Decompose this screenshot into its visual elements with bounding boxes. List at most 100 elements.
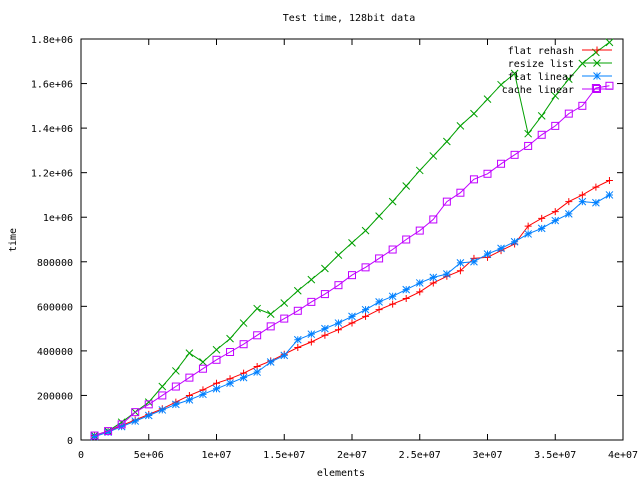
data-point — [578, 59, 587, 68]
data-point — [280, 314, 289, 323]
data-point — [578, 101, 587, 110]
data-point — [361, 305, 370, 314]
data-point — [388, 292, 397, 301]
data-point — [483, 169, 492, 178]
data-point — [185, 396, 194, 404]
data-point — [564, 210, 573, 218]
data-point — [144, 398, 153, 406]
legend: flat rehash resize list flat linear cache l… — [502, 46, 612, 96]
data-point — [483, 95, 492, 104]
data-point — [348, 312, 356, 321]
data-point — [388, 197, 397, 206]
y-tick-label: 800000 — [37, 258, 73, 269]
data-point — [402, 295, 410, 303]
y-tick-label: 1.8e+06 — [31, 35, 73, 46]
data-point — [551, 208, 559, 216]
legend-label: flat rehash — [508, 46, 574, 57]
data-point — [294, 344, 302, 352]
y-tick-label: 1.6e+06 — [31, 80, 73, 91]
data-point — [199, 358, 207, 366]
legend-item: cache linear — [502, 85, 612, 96]
data-point — [402, 285, 411, 294]
legend-item: resize list — [508, 59, 612, 70]
data-point — [537, 130, 546, 139]
data-point — [442, 137, 451, 146]
data-point — [524, 141, 533, 150]
data-point — [497, 159, 506, 168]
data-point — [280, 299, 289, 307]
data-point — [510, 150, 519, 159]
data-point — [375, 298, 383, 306]
data-point — [117, 420, 126, 429]
data-point — [212, 345, 221, 354]
data-point — [90, 432, 99, 441]
data-point — [497, 244, 505, 253]
data-point — [104, 427, 113, 436]
data-point — [348, 319, 356, 327]
data-point — [416, 288, 424, 296]
data-point — [131, 408, 140, 417]
data-point — [456, 259, 465, 267]
data-point — [90, 431, 99, 440]
data-point — [389, 300, 397, 308]
data-point — [198, 364, 207, 373]
legend-label: cache linear — [502, 85, 574, 96]
data-point — [524, 230, 533, 238]
y-tick-label: 0 — [67, 436, 73, 447]
data-point — [280, 351, 289, 360]
data-point — [593, 85, 601, 93]
y-tick-label: 1.2e+06 — [31, 169, 73, 180]
data-point — [388, 245, 397, 254]
data-point — [456, 188, 465, 197]
y-tick-label: 200000 — [37, 391, 73, 402]
data-point — [362, 312, 370, 320]
data-point — [226, 348, 235, 357]
data-point — [524, 222, 532, 230]
data-point — [551, 216, 560, 225]
data-point — [605, 191, 614, 199]
y-axis-label: time — [8, 228, 19, 252]
data-point — [266, 358, 275, 366]
data-point — [469, 175, 478, 184]
data-point — [307, 330, 316, 339]
data-point — [442, 197, 451, 206]
data-point — [361, 263, 370, 272]
x-tick-label: 2.5e+07 — [399, 450, 441, 461]
data-point — [592, 198, 600, 207]
data-point — [375, 254, 384, 263]
data-point — [334, 319, 343, 327]
data-point — [266, 310, 275, 318]
data-point — [593, 59, 601, 67]
data-point — [307, 338, 315, 346]
data-point — [591, 84, 600, 93]
data-point — [510, 237, 519, 246]
x-tick-label: 0 — [78, 450, 84, 461]
data-point — [253, 304, 262, 313]
data-point — [171, 400, 180, 409]
chart-title: Test time, 128bit data — [283, 13, 415, 24]
data-point — [551, 121, 560, 130]
data-point — [593, 46, 601, 54]
data-point — [158, 406, 167, 414]
data-point — [239, 373, 248, 382]
data-point — [185, 373, 194, 382]
data-point — [239, 319, 248, 327]
data-point — [307, 275, 316, 284]
data-point — [253, 368, 262, 376]
x-tick-label: 2e+07 — [337, 450, 367, 461]
legend-item: flat linear — [508, 72, 612, 83]
data-point — [402, 182, 411, 190]
data-point — [171, 367, 180, 375]
data-point — [307, 297, 316, 306]
x-tick-label: 4e+07 — [608, 450, 638, 461]
data-point — [375, 212, 383, 220]
data-point — [470, 109, 478, 118]
data-point — [144, 400, 153, 409]
data-point — [117, 422, 126, 431]
axes: 0 200000 400000 600000 800000 1e+06 1.2e+06 1.4… — [31, 35, 638, 461]
data-point — [348, 238, 356, 247]
series-group — [90, 38, 614, 441]
y-tick-label: 1e+06 — [43, 213, 73, 224]
